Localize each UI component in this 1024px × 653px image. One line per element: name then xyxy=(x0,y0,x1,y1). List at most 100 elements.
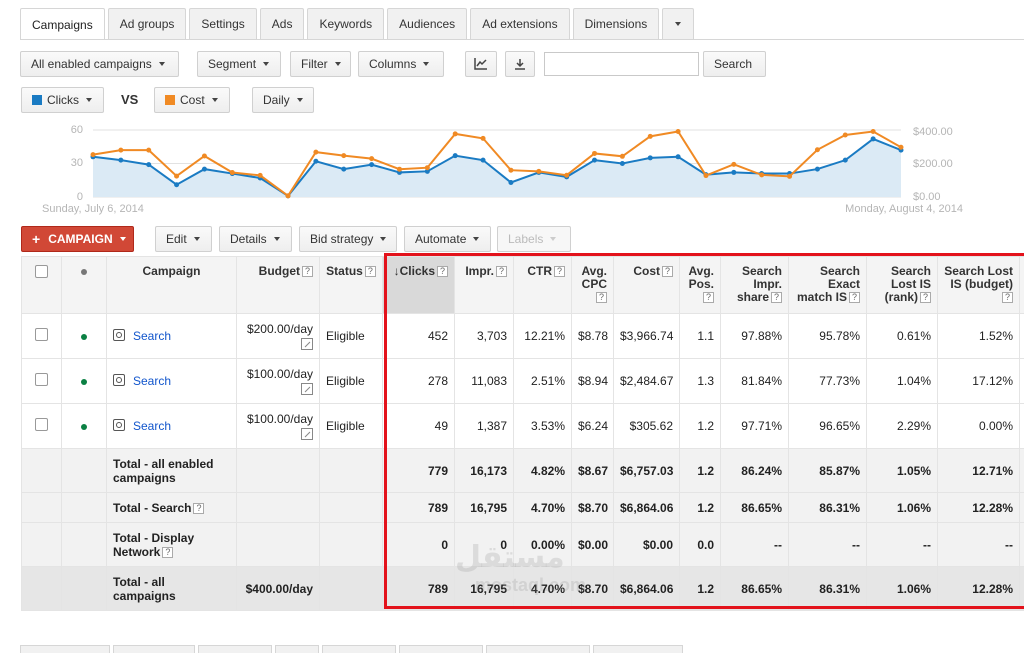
cost-data-point[interactable] xyxy=(453,131,458,136)
tab-ad-extensions[interactable]: Ad extensions xyxy=(470,8,569,39)
help-icon[interactable]: ? xyxy=(662,266,673,277)
edit-dropdown[interactable]: Edit xyxy=(155,226,212,252)
row-checkbox[interactable] xyxy=(35,373,48,386)
clicks-data-point[interactable] xyxy=(481,158,486,163)
header-cost[interactable]: Cost? xyxy=(614,257,680,314)
bottom-tab[interactable] xyxy=(486,645,590,653)
help-icon[interactable]: ? xyxy=(596,292,607,303)
labels-dropdown[interactable]: Labels xyxy=(497,226,571,252)
cost-data-point[interactable] xyxy=(286,193,291,198)
clicks-data-point[interactable] xyxy=(843,158,848,163)
cost-data-point[interactable] xyxy=(815,147,820,152)
segment-dropdown[interactable]: Segment xyxy=(197,51,281,77)
cost-data-point[interactable] xyxy=(536,169,541,174)
header-avg-pos[interactable]: Avg.Pos.? xyxy=(680,257,721,314)
cost-data-point[interactable] xyxy=(592,151,597,156)
help-icon[interactable]: ? xyxy=(703,292,714,303)
granularity-dropdown[interactable]: Daily xyxy=(252,87,314,113)
cost-data-point[interactable] xyxy=(118,148,123,153)
cost-data-point[interactable] xyxy=(871,129,876,134)
tab-keywords[interactable]: Keywords xyxy=(307,8,384,39)
header-status[interactable]: Status? xyxy=(320,257,383,314)
cost-data-point[interactable] xyxy=(843,133,848,138)
tab-ad-groups[interactable]: Ad groups xyxy=(108,8,187,39)
help-icon[interactable]: ? xyxy=(771,292,782,303)
tab-campaigns[interactable]: Campaigns xyxy=(20,8,105,40)
bottom-tab[interactable] xyxy=(275,645,319,653)
clicks-data-point[interactable] xyxy=(648,155,653,160)
bottom-tab[interactable] xyxy=(20,645,110,653)
new-campaign-button[interactable]: + CAMPAIGN xyxy=(21,226,134,252)
help-icon[interactable]: ? xyxy=(193,503,204,514)
tab-ads[interactable]: Ads xyxy=(260,8,305,39)
search-input[interactable] xyxy=(544,52,699,76)
clicks-data-point[interactable] xyxy=(815,167,820,172)
clicks-data-point[interactable] xyxy=(676,154,681,159)
budget-value[interactable]: $100.00/day xyxy=(247,412,313,426)
help-icon[interactable]: ? xyxy=(849,292,860,303)
campaign-link[interactable]: Search xyxy=(133,374,171,388)
clicks-data-point[interactable] xyxy=(453,153,458,158)
bottom-tab[interactable] xyxy=(113,645,195,653)
clicks-data-point[interactable] xyxy=(620,161,625,166)
clicks-data-point[interactable] xyxy=(118,158,123,163)
clicks-data-point[interactable] xyxy=(146,162,151,167)
cost-data-point[interactable] xyxy=(676,129,681,134)
help-icon[interactable]: ? xyxy=(496,266,507,277)
help-icon[interactable]: ? xyxy=(920,292,931,303)
cost-data-point[interactable] xyxy=(481,136,486,141)
bid-strategy-dropdown[interactable]: Bid strategy xyxy=(299,226,397,252)
campaign-link[interactable]: Search xyxy=(133,329,171,343)
help-icon[interactable]: ? xyxy=(554,266,565,277)
header-budget[interactable]: Budget? xyxy=(237,257,320,314)
clicks-data-point[interactable] xyxy=(341,167,346,172)
chart-toggle-button[interactable] xyxy=(465,51,497,77)
bottom-tab[interactable] xyxy=(593,645,683,653)
row-checkbox[interactable] xyxy=(35,328,48,341)
edit-budget-icon[interactable] xyxy=(301,428,313,440)
cost-data-point[interactable] xyxy=(731,162,736,167)
cost-data-point[interactable] xyxy=(91,152,96,157)
metric1-dropdown[interactable]: Clicks xyxy=(21,87,104,113)
cost-data-point[interactable] xyxy=(648,134,653,139)
header-campaign[interactable]: Campaign xyxy=(107,257,237,314)
metric2-dropdown[interactable]: Cost xyxy=(154,87,230,113)
clicks-data-point[interactable] xyxy=(202,167,207,172)
budget-value[interactable]: $100.00/day xyxy=(247,367,313,381)
filter-dropdown[interactable]: Filter xyxy=(290,51,351,77)
select-all-checkbox[interactable] xyxy=(35,265,48,278)
help-icon[interactable]: ? xyxy=(302,266,313,277)
campaign-link[interactable]: Search xyxy=(133,419,171,433)
clicks-data-point[interactable] xyxy=(731,170,736,175)
clicks-data-point[interactable] xyxy=(592,158,597,163)
more-tabs-button[interactable] xyxy=(662,8,694,39)
cost-data-point[interactable] xyxy=(564,173,569,178)
tab-settings[interactable]: Settings xyxy=(189,8,256,39)
details-dropdown[interactable]: Details xyxy=(219,226,292,252)
cost-data-point[interactable] xyxy=(787,174,792,179)
cost-data-point[interactable] xyxy=(620,154,625,159)
cost-data-point[interactable] xyxy=(425,165,430,170)
campaign-filter-dropdown[interactable]: All enabled campaigns xyxy=(20,51,179,77)
clicks-data-point[interactable] xyxy=(174,182,179,187)
bottom-tab[interactable] xyxy=(322,645,396,653)
cost-data-point[interactable] xyxy=(230,170,235,175)
cost-data-point[interactable] xyxy=(341,153,346,158)
help-icon[interactable]: ? xyxy=(437,266,448,277)
header-avg-cpc[interactable]: Avg.CPC? xyxy=(572,257,614,314)
header-impr[interactable]: Impr.? xyxy=(455,257,514,314)
edit-budget-icon[interactable] xyxy=(301,338,313,350)
help-icon[interactable]: ? xyxy=(162,547,173,558)
cost-data-point[interactable] xyxy=(174,174,179,179)
clicks-data-point[interactable] xyxy=(871,136,876,141)
cost-data-point[interactable] xyxy=(202,153,207,158)
cost-data-point[interactable] xyxy=(899,145,904,150)
clicks-data-point[interactable] xyxy=(508,180,513,185)
cost-data-point[interactable] xyxy=(369,156,374,161)
tab-dimensions[interactable]: Dimensions xyxy=(573,8,660,39)
columns-dropdown[interactable]: Columns xyxy=(358,51,444,77)
